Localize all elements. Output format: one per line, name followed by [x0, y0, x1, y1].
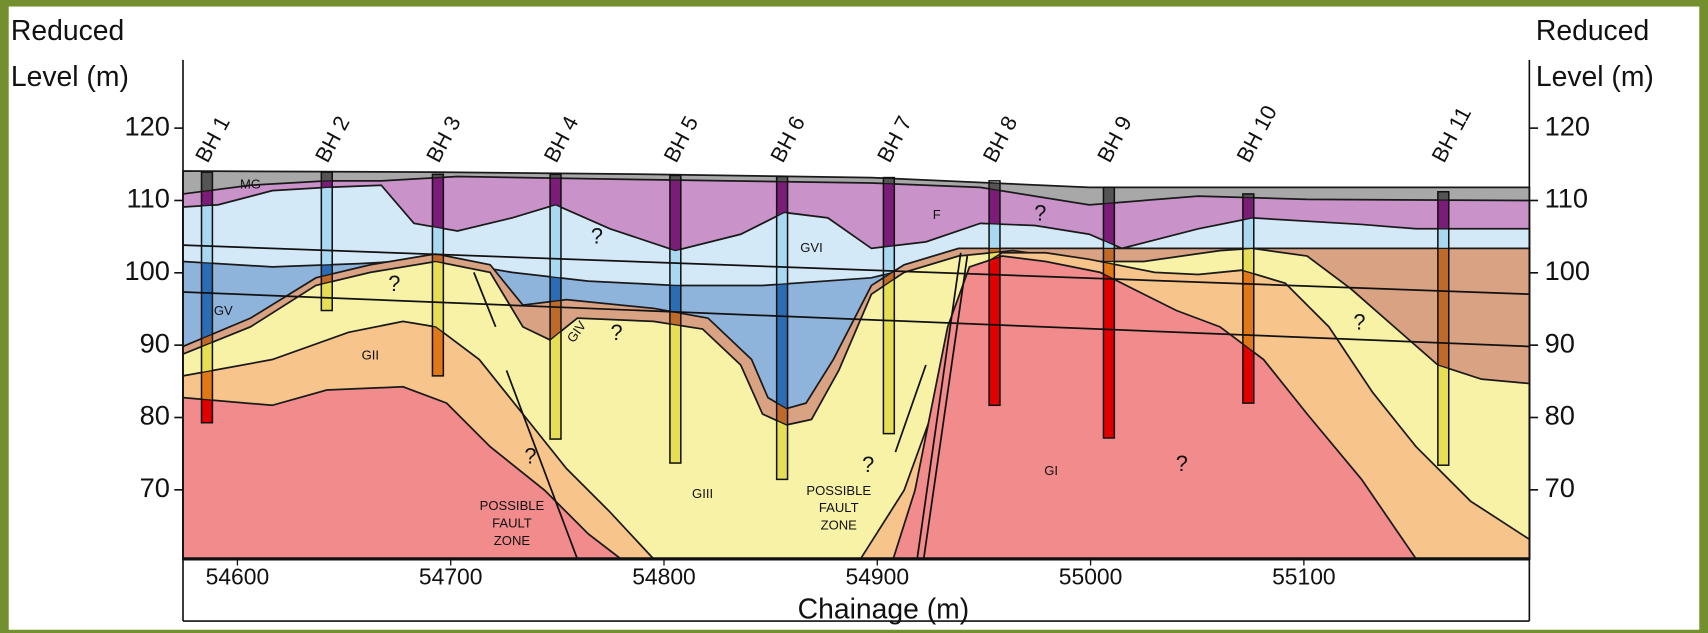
x-tick-label: 54800 — [632, 564, 696, 590]
y-axis-title-right: Reduced — [1536, 15, 1649, 47]
page: BH 1BH 2BH 3BH 4BH 5BH 6BH 7BH 8BH 9BH 1… — [0, 0, 1708, 633]
x-tick-label: 54600 — [206, 564, 270, 590]
unit-label: F — [933, 207, 941, 222]
uncertain-mark: ? — [610, 320, 622, 345]
y-tick-label-right: 80 — [1545, 400, 1575, 431]
y-axis-title-right: Level (m) — [1536, 61, 1654, 93]
y-tick-label-left: 110 — [127, 183, 170, 214]
uncertain-mark: ? — [591, 223, 603, 248]
uncertain-mark: ? — [524, 443, 536, 468]
unit-label: GI — [1044, 463, 1058, 478]
fault-zone-label: POSSIBLE — [806, 483, 871, 498]
y-tick-label-left: 90 — [140, 327, 170, 358]
y-axis-title-left: Reduced — [11, 15, 124, 47]
unit-label: GII — [362, 348, 379, 363]
fault-zone-label: ZONE — [494, 533, 531, 548]
y-tick-label-left: 100 — [125, 255, 170, 286]
x-axis-title: Chainage (m) — [798, 594, 970, 626]
x-tick-label: 54900 — [846, 564, 910, 590]
y-tick-label-right: 70 — [1545, 472, 1575, 503]
x-tick-label: 54700 — [419, 564, 483, 590]
x-tick-label: 55100 — [1272, 564, 1336, 590]
uncertain-mark: ? — [388, 271, 400, 296]
fault-zone-label: POSSIBLE — [480, 498, 545, 513]
uncertain-mark: ? — [1176, 451, 1188, 476]
y-tick-label-right: 100 — [1545, 255, 1590, 286]
unit-label: GVI — [800, 240, 823, 255]
y-tick-label-right: 120 — [1545, 110, 1590, 141]
unit-label: GV — [214, 303, 233, 318]
uncertain-mark: ? — [1353, 309, 1365, 334]
fault-zone-label: ZONE — [821, 518, 858, 533]
fault-zone-label: FAULT — [492, 516, 532, 531]
y-axis-title-left: Level (m) — [11, 61, 129, 93]
uncertain-mark: ? — [862, 452, 874, 477]
y-tick-label-right: 90 — [1545, 327, 1575, 358]
cross-section-figure: BH 1BH 2BH 3BH 4BH 5BH 6BH 7BH 8BH 9BH 1… — [0, 0, 1708, 633]
fault-zone-label: FAULT — [819, 500, 859, 515]
x-tick-label: 55000 — [1059, 564, 1123, 590]
uncertain-mark: ? — [1034, 200, 1046, 225]
unit-label: MG — [240, 177, 261, 192]
y-tick-label-left: 120 — [125, 110, 170, 141]
y-tick-label-right: 110 — [1545, 183, 1588, 214]
unit-label: GIII — [692, 486, 713, 501]
y-tick-label-left: 80 — [140, 400, 170, 431]
y-tick-label-left: 70 — [140, 472, 170, 503]
